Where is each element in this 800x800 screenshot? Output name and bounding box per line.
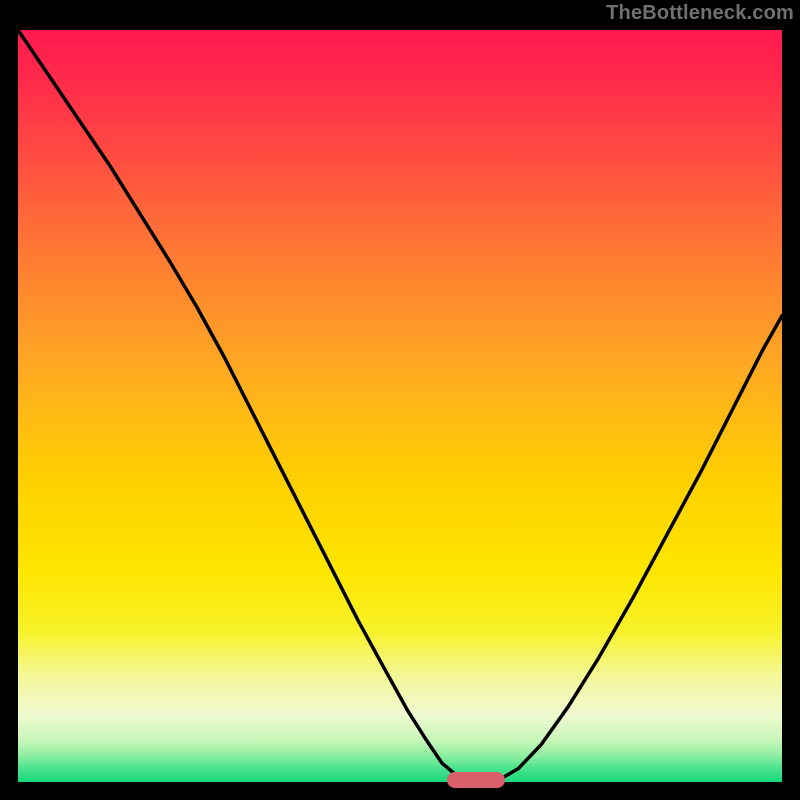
- watermark-text: TheBottleneck.com: [606, 2, 794, 25]
- optimal-marker: [447, 772, 505, 788]
- figure-container: TheBottleneck.com: [0, 0, 800, 800]
- bottleneck-curve: [18, 30, 782, 782]
- plot-area: [18, 30, 782, 782]
